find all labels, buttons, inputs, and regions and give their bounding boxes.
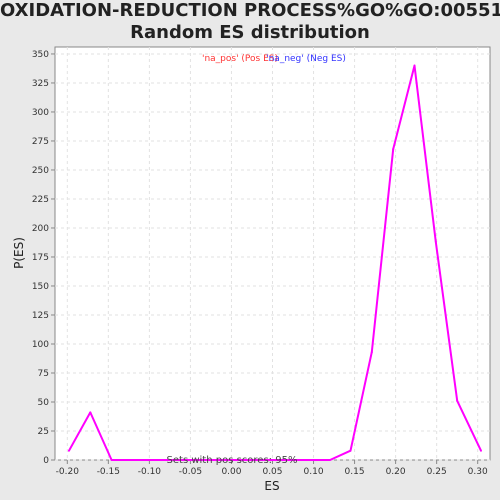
x-tick-label: 0.30 [468,467,488,477]
y-tick-label: 25 [38,427,49,437]
data-point [195,459,198,461]
data-point [328,459,331,461]
x-tick-label: -0.05 [179,467,202,477]
y-tick-label: 150 [32,282,49,292]
x-tick-label: 0.05 [262,467,282,477]
x-tick-label: -0.20 [56,467,80,477]
data-point [349,449,352,452]
y-tick-label: 200 [32,224,49,234]
y-tick-label: 225 [32,195,49,205]
grid-lines [55,47,490,461]
x-tick-label: -0.10 [138,467,162,477]
legend-entry: 'na_neg' (Neg ES) [266,54,346,64]
data-point [67,449,70,452]
x-tick-label: 0.15 [345,467,365,477]
y-tick-label: 100 [32,340,49,350]
data-point [153,459,156,461]
data-point [434,240,437,243]
y-tick-label: 350 [32,50,49,60]
axes: -0.20 -0.15 -0.10 -0.05 0.00 0.05 0.10 0.15 0.20… [32,50,488,477]
data-point [110,459,113,461]
y-tick-label: 125 [32,311,49,321]
x-tick-label: 0.25 [427,467,447,477]
x-tick-label: 0.20 [386,467,406,477]
data-point [174,459,177,461]
data-point [238,459,241,461]
y-tick-label: 75 [38,369,49,379]
data-point [131,459,134,461]
data-point [217,459,220,461]
series-layer [67,64,482,461]
y-axis-label: P(ES) [12,237,26,269]
y-tick-label: 175 [32,253,49,263]
y-tick-label: 275 [32,137,49,147]
es-distribution-line [68,64,482,461]
y-tick-label: 325 [32,79,49,89]
y-tick-label: 50 [38,398,50,408]
data-point [370,351,373,354]
data-point [260,459,263,461]
y-tick-label: 300 [32,108,49,118]
chart-title-line-2: Random ES distribution [130,22,370,43]
y-tick-label: 250 [32,166,49,176]
data-point [413,64,416,67]
data-point [392,148,395,151]
x-axis-label: ES [264,479,279,493]
data-point [281,459,284,461]
data-point [479,449,482,452]
legend-entry: 'na_pos' (Pos ES) [202,54,278,64]
chart-title-line-1: OXIDATION-REDUCTION PROCESS%GO%GO:005511… [0,0,500,21]
x-tick-label: 0.00 [221,467,241,477]
x-tick-label: 0.10 [304,467,324,477]
data-point [89,411,92,414]
chart-title: OXIDATION-REDUCTION PROCESS%GO%GO:005511… [0,0,500,44]
legend: 'na_pos' (Pos ES)'na_neg' (Neg ES) [202,54,346,64]
x-tick-label: -0.15 [97,467,120,477]
data-point [302,459,305,461]
annotation-text: Sets with pos scores: 95% [167,455,298,466]
y-tick-label: 0 [43,456,49,466]
data-point [456,399,459,402]
